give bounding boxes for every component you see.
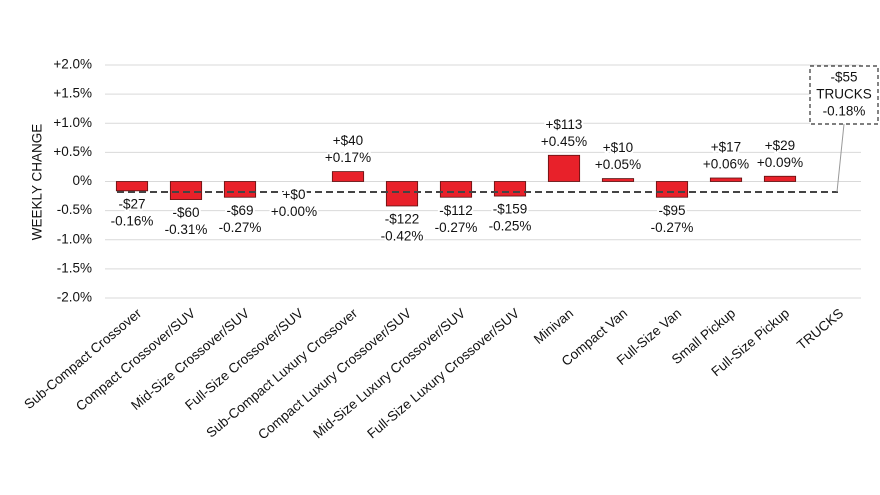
value-label: -0.27% [435, 220, 478, 235]
y-tick-label: +1.5% [53, 86, 92, 101]
value-label: +0.17% [325, 150, 371, 165]
price-label: +$0 [283, 187, 306, 202]
callout-name: TRUCKS [816, 87, 872, 102]
value-label: -0.25% [489, 219, 532, 234]
value-label: +0.00% [271, 204, 317, 219]
bar [385, 181, 419, 207]
price-label: +$17 [711, 140, 741, 155]
price-label: -$95 [658, 203, 685, 218]
y-tick-label: +2.0% [53, 57, 92, 72]
bar [601, 178, 635, 182]
y-tick-label: +0.5% [53, 144, 92, 159]
y-tick-label: -0.5% [57, 202, 92, 217]
price-label: +$29 [765, 138, 795, 153]
y-tick-label: -1.0% [57, 231, 92, 246]
value-label: +0.06% [703, 157, 749, 172]
y-tick-label: -2.0% [57, 290, 92, 305]
y-tick-label: +1.0% [53, 115, 92, 130]
y-axis-label: WEEKLY CHANGE [30, 124, 45, 241]
bar [439, 181, 473, 198]
bar [709, 177, 743, 182]
callout-box [809, 65, 879, 125]
price-label: +$113 [546, 117, 583, 132]
callout-connector [836, 123, 845, 193]
value-label: +0.09% [757, 155, 803, 170]
bar [331, 171, 365, 182]
bar [763, 175, 797, 182]
bar [223, 181, 257, 198]
price-label: -$159 [493, 202, 528, 217]
price-label: +$10 [603, 140, 633, 155]
callout-price: -$55 [830, 70, 857, 85]
x-tick-label: Minivan [531, 306, 576, 347]
value-label: -0.42% [381, 229, 424, 244]
price-label: -$122 [385, 212, 420, 227]
price-label: +$40 [333, 133, 363, 148]
value-label: -0.27% [651, 220, 694, 235]
value-label: +0.45% [541, 134, 587, 149]
value-label: -0.27% [219, 220, 262, 235]
price-label: -$27 [118, 196, 145, 211]
value-label: -0.16% [111, 213, 154, 228]
price-label: -$60 [172, 205, 199, 220]
bar [547, 154, 581, 182]
callout-value: -0.18% [823, 104, 866, 119]
price-label: -$112 [439, 203, 473, 218]
bar [169, 181, 203, 200]
bar [655, 181, 689, 198]
value-label: -0.31% [165, 222, 208, 237]
x-tick-label: TRUCKS [794, 306, 846, 353]
y-tick-label: 0% [72, 173, 92, 188]
value-label: +0.05% [595, 157, 641, 172]
bar [115, 181, 149, 192]
price-label: -$69 [226, 203, 253, 218]
y-tick-label: -1.5% [57, 260, 92, 275]
bar [493, 181, 527, 197]
